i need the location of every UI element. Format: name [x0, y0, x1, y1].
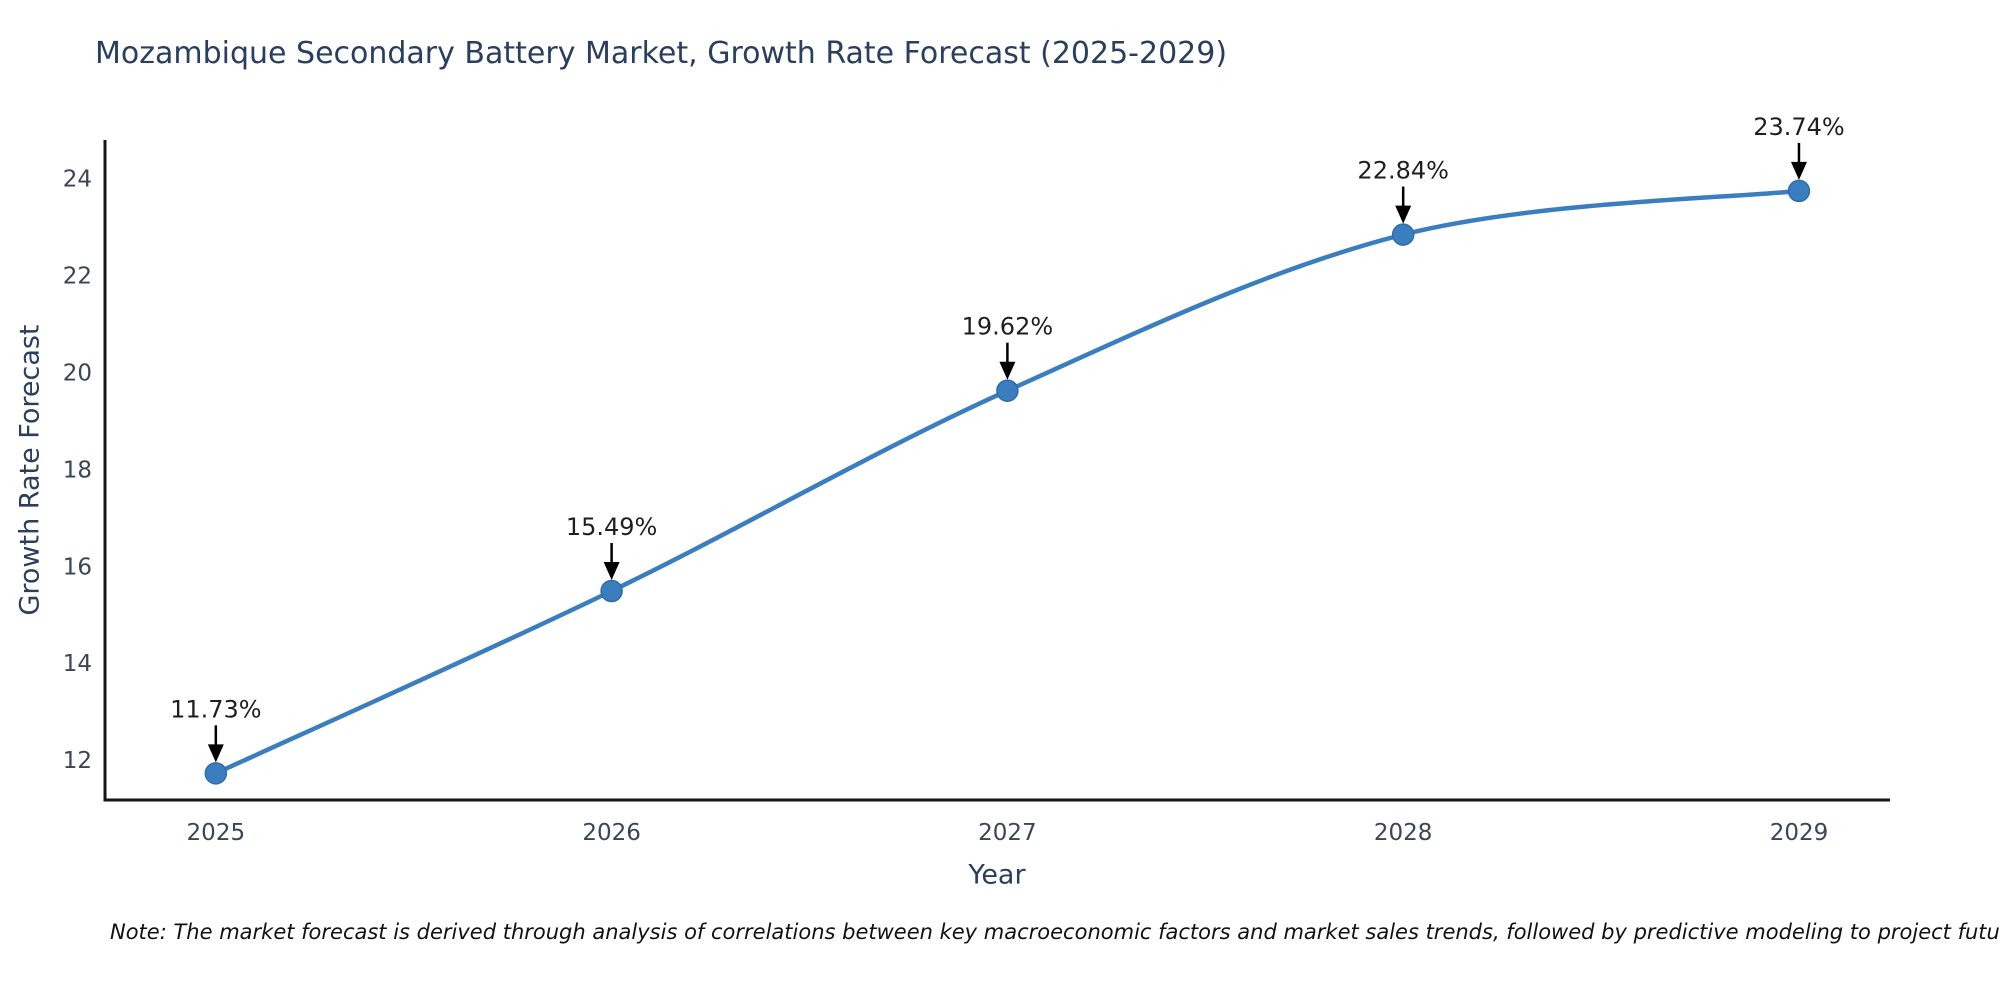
x-tick-label: 2029: [1770, 820, 1829, 846]
data-point-marker: [204, 762, 228, 785]
annotation-arrowhead: [1790, 161, 1807, 180]
x-tick-label: 2026: [582, 820, 641, 846]
annotation-arrowhead: [999, 361, 1016, 380]
data-point-marker: [1787, 179, 1811, 203]
data-point-marker: [600, 579, 623, 603]
axis-lines: [103, 140, 1890, 802]
chart-title: Mozambique Secondary Battery Market, Gro…: [95, 36, 1228, 71]
footnote: Note: The market forecast is derived thr…: [110, 920, 2000, 944]
y-tick-label: 18: [63, 457, 92, 483]
y-tick-label: 16: [63, 554, 92, 580]
x-axis-title: Year: [968, 859, 1026, 891]
y-tick-label: 22: [63, 263, 92, 289]
annotation-arrowhead: [603, 561, 620, 580]
x-tick-label: 2025: [187, 820, 246, 846]
annotation-arrowhead: [1395, 205, 1412, 224]
series-line: [213, 188, 1802, 776]
data-point-marker: [996, 379, 1019, 402]
y-tick-label: 12: [63, 748, 92, 774]
data-point-marker: [1391, 223, 1415, 246]
y-tick-label: 14: [63, 651, 92, 677]
y-tick-label: 24: [63, 166, 92, 192]
data-point-label: 11.73%: [170, 695, 262, 723]
y-axis-title: Growth Rate Forecast: [14, 324, 46, 616]
x-tick-label: 2028: [1374, 820, 1433, 846]
data-point-label: 15.49%: [566, 513, 658, 541]
data-point-label: 22.84%: [1357, 157, 1449, 185]
y-tick-label: 20: [63, 360, 92, 386]
data-point-label: 19.62%: [962, 313, 1054, 341]
x-tick-label: 2027: [978, 820, 1037, 846]
data-point-label: 23.74%: [1753, 113, 1845, 141]
annotation-arrowhead: [207, 744, 224, 763]
